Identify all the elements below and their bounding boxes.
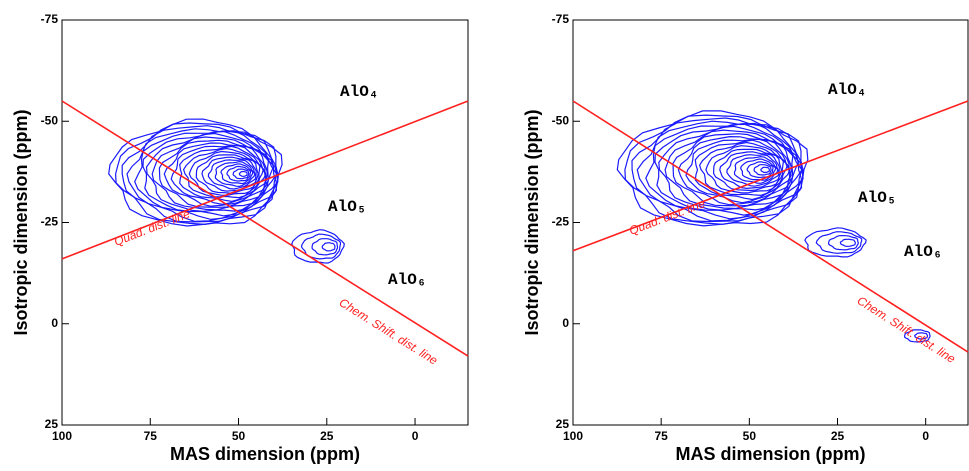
y-tick-label: -25 [41,215,59,229]
x-axis-title: MAS dimension (ppm) [676,444,866,464]
contour [126,128,278,222]
contour [636,120,803,222]
contour [753,164,772,176]
contour [195,154,259,194]
contour [226,165,251,182]
contour [712,148,783,192]
contour [121,125,278,223]
contour [145,132,275,212]
plot-frame [61,19,469,426]
contour [311,238,339,256]
contour [719,151,781,190]
annotation: AlO₆ [904,243,942,261]
x-tick-label: 0 [922,429,929,443]
contour [705,145,785,194]
contour [179,145,267,203]
x-tick-label: 25 [831,429,845,443]
reference-line [572,100,969,252]
contour [151,136,270,211]
line-label: Chem. Shift. dist. line [855,293,958,366]
contour [232,168,250,180]
contour [804,227,867,258]
contour [914,332,929,340]
contour [631,117,803,223]
contour [664,129,794,210]
line-label: Quad. dist. line [112,207,192,249]
y-axis-title: Isotropic dimension (ppm) [522,109,542,335]
contour [114,122,279,226]
contour [321,242,336,252]
annotation: AlO₅ [858,189,896,207]
reference-line [61,100,469,260]
contour [300,233,342,260]
contour [201,156,257,192]
x-tick-label: 50 [232,429,246,443]
y-axis-title: Isotropic dimension (ppm) [11,109,31,335]
contour [658,125,799,211]
x-tick-label: 50 [743,429,757,443]
x-tick-label: 75 [654,429,668,443]
contour [839,238,856,247]
reference-line [572,100,969,353]
contour [163,142,267,207]
annotation: AlO₄ [340,83,378,101]
y-tick-label: 25 [45,417,59,431]
y-tick-label: 0 [51,316,58,330]
contour [220,163,254,185]
x-axis-title: MAS dimension (ppm) [170,444,360,464]
contour [207,159,257,190]
contour [746,161,774,179]
contour [827,234,859,251]
line-label: Quad. dist. line [627,196,707,238]
contour [903,329,931,343]
contour [739,158,777,181]
x-tick-label: 0 [412,429,419,443]
y-tick-label: -25 [552,215,570,229]
reference-line [61,100,469,357]
contour [238,170,248,177]
contour [726,154,780,187]
x-tick-label: 25 [320,429,334,443]
y-tick-label: -75 [552,12,570,26]
annotation: AlO₄ [828,81,866,99]
annotation: AlO₅ [328,198,366,216]
y-tick-label: -75 [41,12,59,26]
y-tick-label: -50 [41,113,59,127]
x-tick-label: 100 [52,429,72,443]
contour [182,147,265,199]
contour [624,114,804,225]
x-tick-label: 100 [563,429,583,443]
contour [815,231,863,254]
x-tick-label: 75 [144,429,158,443]
annotation: AlO₆ [388,271,426,289]
contour [291,229,345,264]
contour [616,110,809,227]
y-tick-label: 25 [556,417,570,431]
y-tick-label: -50 [552,113,570,127]
contour [760,166,771,174]
y-tick-label: 0 [562,316,569,330]
